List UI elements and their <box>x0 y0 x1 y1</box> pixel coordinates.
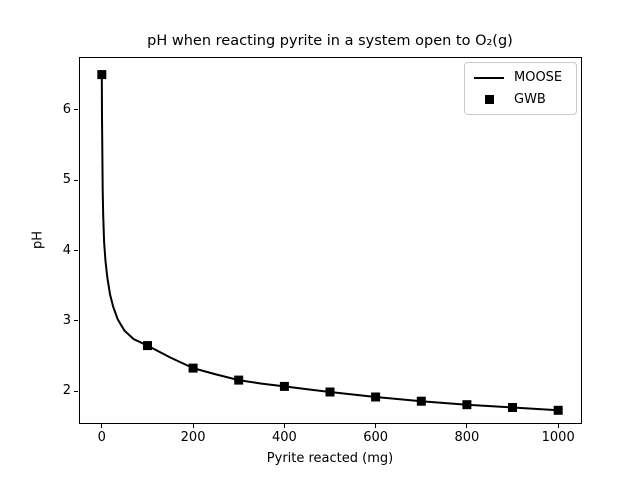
y-tick-mark <box>74 390 78 392</box>
gwb-marker <box>462 400 472 410</box>
x-tick-label: 600 <box>363 430 389 445</box>
y-tick-mark <box>74 250 78 252</box>
legend: MOOSE GWB <box>464 62 577 115</box>
x-tick-label: 400 <box>271 430 297 445</box>
gwb-marker <box>279 381 289 391</box>
gwb-markers <box>97 70 563 415</box>
line-sample-icon <box>474 76 504 79</box>
gwb-marker <box>143 341 152 351</box>
gwb-marker <box>508 403 517 412</box>
gwb-marker <box>553 405 563 415</box>
x-tick-mark <box>192 424 194 428</box>
legend-label-gwb: GWB <box>514 92 546 107</box>
gwb-marker <box>234 375 244 385</box>
legend-label-moose: MOOSE <box>514 70 563 85</box>
y-tick-label: 5 <box>62 172 71 188</box>
gwb-marker <box>188 363 198 373</box>
square-marker-icon <box>484 95 494 104</box>
y-tick-label: 2 <box>62 383 71 399</box>
legend-entry-moose: MOOSE <box>474 70 567 85</box>
gwb-marker <box>416 396 426 406</box>
x-tick-mark <box>101 424 103 428</box>
gwb-marker <box>371 392 381 402</box>
chart-title: pH when reacting pyrite in a system open… <box>147 33 513 49</box>
y-axis-label: pH <box>30 230 46 250</box>
legend-entry-gwb: GWB <box>474 92 567 107</box>
x-tick-label: 800 <box>454 430 480 445</box>
x-tick-label: 0 <box>97 430 106 445</box>
y-tick-mark <box>74 109 78 111</box>
y-tick-label: 4 <box>62 242 71 258</box>
axes-box <box>79 57 582 424</box>
gwb-marker <box>325 387 335 397</box>
x-tick-mark <box>466 424 468 428</box>
x-axis-label: Pyrite reacted (mg) <box>266 451 394 466</box>
legend-marker-wrap <box>474 95 504 104</box>
gwb-marker <box>97 70 107 80</box>
y-tick-mark <box>74 179 78 181</box>
y-tick-mark <box>74 320 78 322</box>
x-tick-mark <box>375 424 377 428</box>
x-tick-mark <box>283 424 285 428</box>
y-tick-label: 6 <box>62 101 71 117</box>
y-tick-label: 3 <box>62 312 71 328</box>
x-tick-label: 200 <box>180 430 206 445</box>
x-tick-mark <box>557 424 559 428</box>
x-tick-label: 1000 <box>541 430 575 445</box>
moose-line <box>100 73 560 412</box>
